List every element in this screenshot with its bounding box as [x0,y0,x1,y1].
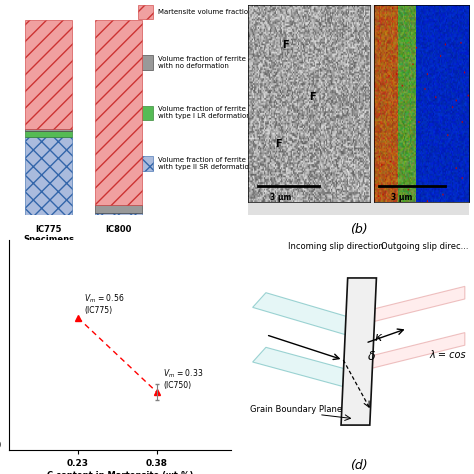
Text: κ: κ [374,331,382,344]
Text: (a): (a) [85,255,102,268]
Bar [137,106,153,120]
Bar [95,213,142,215]
Text: Volume fraction of ferrite
with type II SR deformation: Volume fraction of ferrite with type II … [157,157,253,170]
Text: $V_m$ = 0.33
(IC750): $V_m$ = 0.33 (IC750) [163,367,203,391]
Polygon shape [253,292,359,335]
Bar [137,55,153,70]
Bar [95,205,142,213]
Text: λ = cos: λ = cos [429,350,466,360]
Text: Incoming slip direction: Incoming slip direction [288,242,384,251]
Text: $V_m$ = 0.56
(IC775): $V_m$ = 0.56 (IC775) [84,292,125,315]
Bar [25,131,72,137]
Text: (b): (b) [350,223,367,237]
Text: (d): (d) [350,459,367,472]
Text: Volume fraction of ferrite
with no deformation: Volume fraction of ferrite with no defor… [157,56,246,69]
Text: Volume fraction of ferrite
with type I LR deformation: Volume fraction of ferrite with type I L… [157,107,250,119]
Bar [25,129,72,131]
Polygon shape [253,347,359,387]
Text: IC800: IC800 [106,225,132,234]
Polygon shape [363,333,465,371]
Bar [25,20,72,129]
Polygon shape [341,278,376,425]
Bar [137,156,153,171]
X-axis label: C content in Martensite (wt.%): C content in Martensite (wt.%) [47,471,193,474]
Text: Grain Boundary Plane: Grain Boundary Plane [250,405,343,414]
Bar [95,20,142,205]
Text: IC775
Specimens: IC775 Specimens [23,225,74,244]
Text: Outgoing slip direc...: Outgoing slip direc... [381,242,468,251]
Polygon shape [363,286,465,324]
Bar [25,137,72,215]
Bar [137,5,153,19]
Text: Martensite volume fraction: Martensite volume fraction [157,9,252,15]
Text: δ: δ [367,350,375,363]
